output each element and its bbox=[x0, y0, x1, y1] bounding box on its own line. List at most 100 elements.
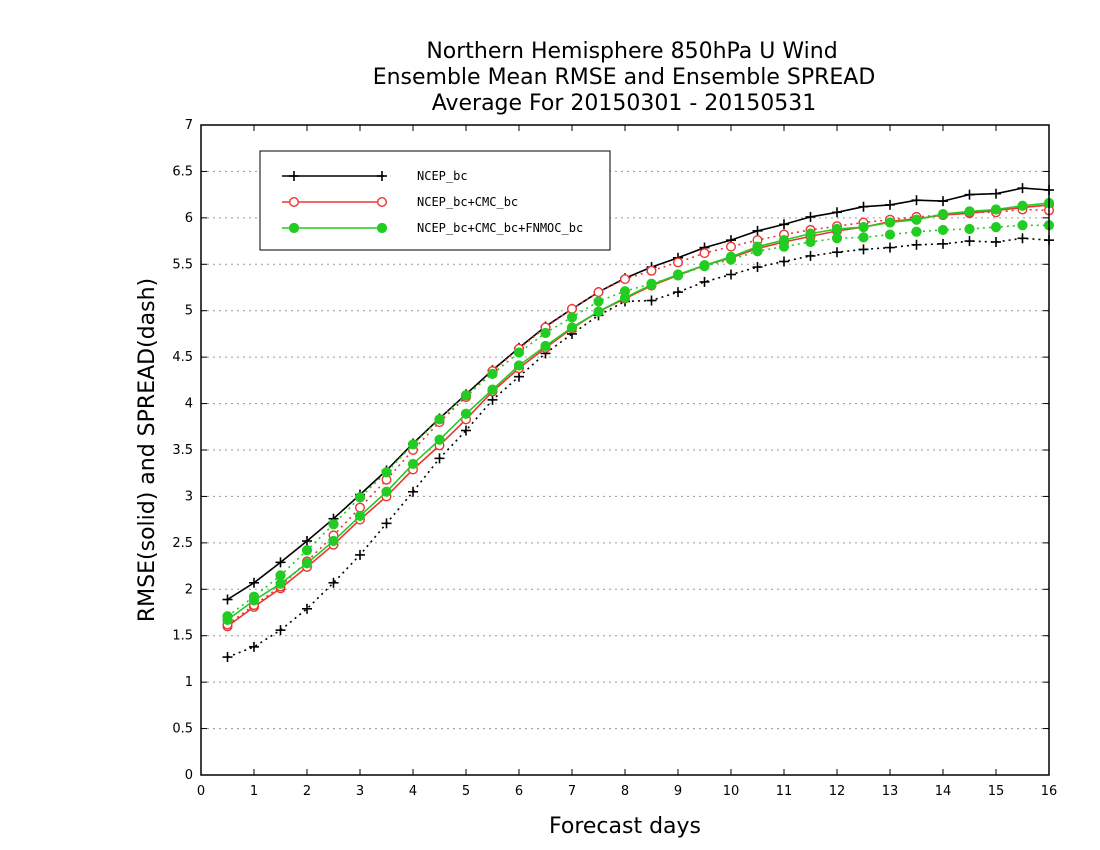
data-point bbox=[831, 223, 843, 235]
y-tick-label: 2 bbox=[185, 582, 193, 597]
data-point bbox=[1017, 220, 1028, 231]
data-point bbox=[752, 225, 763, 236]
data-point bbox=[991, 237, 1001, 247]
data-point bbox=[884, 217, 896, 228]
series-line bbox=[227, 204, 1050, 628]
data-point bbox=[302, 603, 312, 614]
x-tick-label: 8 bbox=[621, 784, 629, 799]
data-point bbox=[275, 578, 286, 589]
grid-lines bbox=[201, 170, 1049, 730]
data-point bbox=[911, 226, 922, 237]
x-tick-label: 1 bbox=[250, 784, 258, 799]
data-point bbox=[487, 394, 498, 405]
data-point bbox=[938, 196, 948, 207]
data-point bbox=[673, 257, 684, 268]
legend-box bbox=[259, 150, 611, 251]
data-point bbox=[937, 224, 949, 236]
data-point bbox=[699, 248, 710, 259]
data-point bbox=[513, 360, 525, 371]
data-point bbox=[593, 306, 604, 317]
data-point bbox=[620, 274, 631, 285]
data-point bbox=[725, 254, 737, 265]
data-point bbox=[593, 296, 604, 307]
data-point bbox=[328, 519, 339, 530]
data-point bbox=[779, 219, 789, 230]
data-point bbox=[779, 256, 789, 267]
data-point bbox=[832, 207, 842, 218]
data-point bbox=[672, 270, 684, 281]
data-point bbox=[884, 229, 896, 240]
data-point bbox=[805, 211, 816, 222]
data-point bbox=[964, 223, 975, 235]
y-tick-label: 5 bbox=[185, 304, 193, 319]
data-point bbox=[778, 241, 790, 252]
series-4-solid bbox=[222, 197, 1055, 626]
series-line bbox=[227, 202, 1050, 621]
data-point bbox=[249, 641, 259, 652]
data-point bbox=[646, 265, 657, 276]
data-point bbox=[248, 591, 260, 602]
legend-entry: NCEP_bc bbox=[282, 169, 468, 183]
data-point bbox=[460, 390, 472, 401]
series-layer bbox=[222, 183, 1055, 663]
data-point bbox=[540, 327, 551, 339]
data-point bbox=[726, 241, 737, 252]
data-point bbox=[911, 214, 922, 225]
data-point bbox=[858, 222, 869, 233]
y-tick-label: 7 bbox=[185, 118, 193, 133]
data-point bbox=[885, 242, 895, 253]
data-point bbox=[673, 287, 683, 298]
title-line-3: Average For 20150301 - 20150531 bbox=[432, 91, 817, 116]
data-point bbox=[911, 239, 922, 250]
data-point bbox=[726, 269, 736, 280]
data-point bbox=[858, 244, 869, 255]
data-point bbox=[911, 195, 922, 206]
y-axis-title: RMSE(solid) and SPREAD(dash) bbox=[135, 278, 160, 622]
data-point bbox=[222, 611, 233, 622]
data-point bbox=[328, 577, 339, 588]
data-point bbox=[275, 557, 286, 568]
legend-marker-right bbox=[377, 171, 387, 181]
data-point bbox=[937, 209, 949, 220]
x-tick-label: 12 bbox=[829, 784, 846, 799]
data-point bbox=[355, 502, 366, 513]
data-point bbox=[275, 625, 286, 636]
data-point bbox=[831, 233, 843, 244]
x-tick-label: 16 bbox=[1041, 784, 1058, 799]
data-point bbox=[407, 439, 419, 450]
data-point bbox=[328, 535, 339, 547]
data-point bbox=[990, 222, 1002, 233]
legend-marker-left bbox=[288, 222, 300, 234]
series-1-dotted bbox=[222, 233, 1054, 663]
legend-entry: NCEP_bc+CMC_bc+FNMOC_bc bbox=[282, 221, 583, 235]
data-point bbox=[566, 322, 578, 333]
legend-marker-right bbox=[377, 196, 388, 207]
data-point bbox=[699, 261, 710, 272]
series-2-solid bbox=[222, 199, 1054, 632]
data-point bbox=[301, 545, 313, 556]
x-tick-label: 15 bbox=[988, 784, 1005, 799]
legend: NCEP_bc NCEP_bc+CMC_bc NCEP_bc+CMC_bc+FNMO… bbox=[259, 150, 611, 251]
data-point bbox=[832, 247, 842, 258]
legend-marker-right bbox=[376, 222, 388, 234]
data-point bbox=[407, 458, 419, 470]
data-point bbox=[301, 558, 313, 569]
legend-entry: NCEP_bc+CMC_bc bbox=[282, 195, 518, 209]
data-point bbox=[805, 228, 816, 239]
x-tick-label: 2 bbox=[303, 784, 311, 799]
data-point bbox=[513, 347, 525, 358]
data-point bbox=[540, 340, 551, 352]
data-point bbox=[381, 518, 392, 529]
x-tick-label: 4 bbox=[409, 784, 417, 799]
y-tick-label: 5.5 bbox=[172, 257, 193, 272]
data-point bbox=[964, 189, 975, 200]
y-tick-label: 2.5 bbox=[172, 536, 193, 551]
data-point bbox=[249, 577, 259, 588]
legend-label: NCEP_bc bbox=[417, 169, 468, 183]
x-tick-label: 3 bbox=[356, 784, 364, 799]
data-point bbox=[434, 414, 445, 425]
data-point bbox=[1017, 183, 1028, 194]
x-tick-label: 10 bbox=[723, 784, 740, 799]
data-point bbox=[805, 250, 816, 261]
data-point bbox=[752, 246, 763, 257]
